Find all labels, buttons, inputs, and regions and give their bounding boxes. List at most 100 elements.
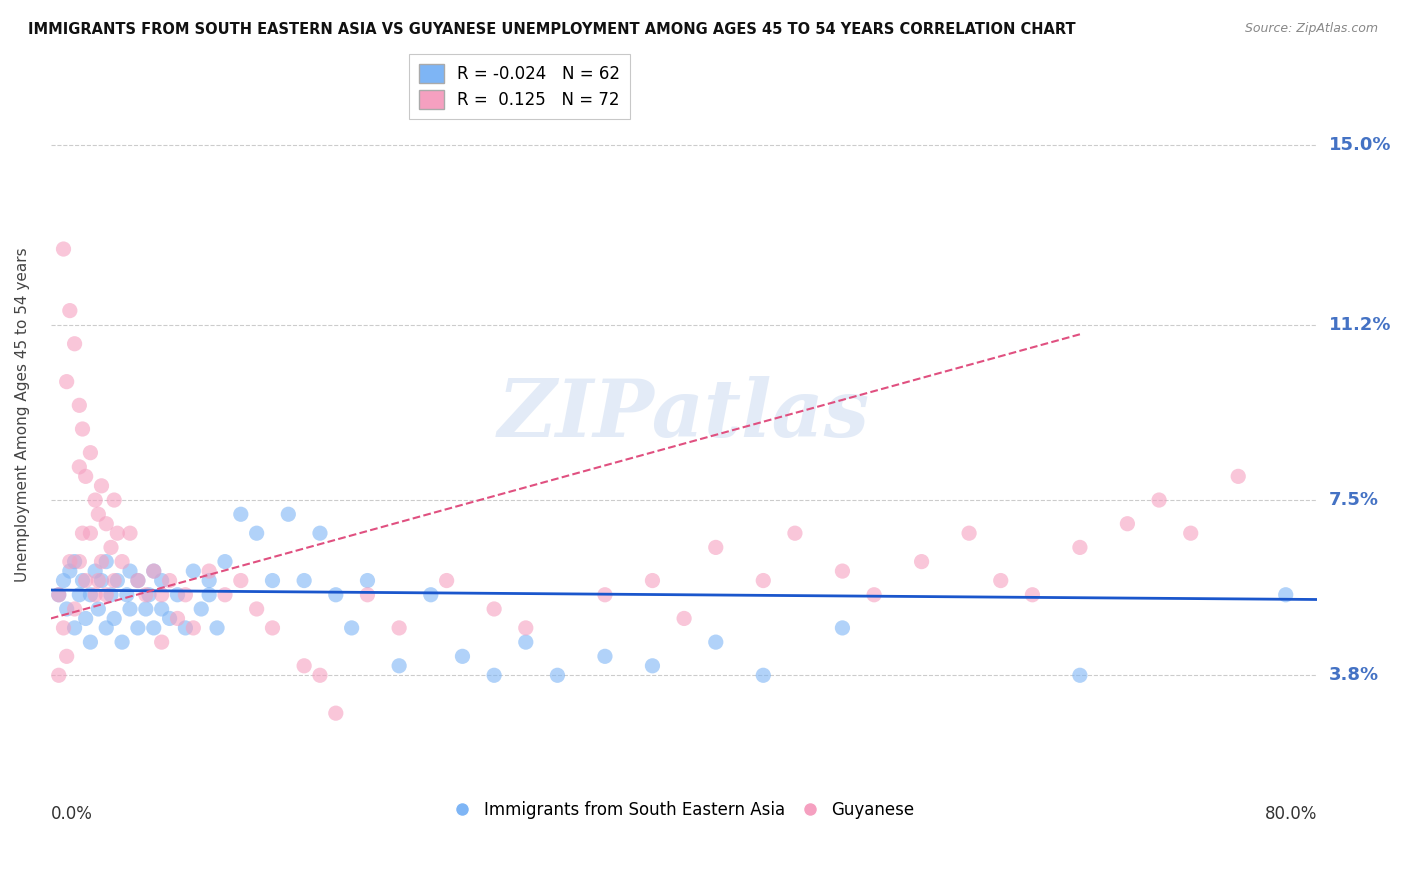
Point bbox=[127, 574, 149, 588]
Text: Source: ZipAtlas.com: Source: ZipAtlas.com bbox=[1244, 22, 1378, 36]
Point bbox=[277, 508, 299, 522]
Point bbox=[214, 588, 236, 602]
Point bbox=[115, 588, 138, 602]
Text: 0.0%: 0.0% bbox=[51, 805, 93, 822]
Point bbox=[546, 668, 568, 682]
Point bbox=[75, 611, 97, 625]
Text: 80.0%: 80.0% bbox=[1265, 805, 1317, 822]
Point bbox=[48, 668, 70, 682]
Point bbox=[198, 588, 221, 602]
Point bbox=[957, 526, 980, 541]
Point bbox=[150, 574, 173, 588]
Point bbox=[135, 602, 157, 616]
Text: 15.0%: 15.0% bbox=[1329, 136, 1391, 153]
Point bbox=[1069, 541, 1091, 555]
Point bbox=[96, 621, 118, 635]
Point bbox=[229, 574, 252, 588]
Point bbox=[863, 588, 886, 602]
Point bbox=[90, 479, 112, 493]
Point bbox=[436, 574, 458, 588]
Point bbox=[79, 445, 101, 459]
Point bbox=[673, 611, 696, 625]
Point bbox=[356, 588, 378, 602]
Point bbox=[96, 588, 118, 602]
Point bbox=[79, 526, 101, 541]
Point bbox=[1227, 469, 1250, 483]
Point bbox=[67, 398, 90, 412]
Point bbox=[72, 526, 94, 541]
Point bbox=[75, 574, 97, 588]
Point bbox=[910, 555, 932, 569]
Point bbox=[87, 574, 110, 588]
Point bbox=[118, 602, 141, 616]
Point bbox=[325, 706, 347, 721]
Point bbox=[1021, 588, 1043, 602]
Point bbox=[356, 574, 378, 588]
Point bbox=[752, 668, 775, 682]
Point bbox=[166, 611, 188, 625]
Point bbox=[214, 555, 236, 569]
Point bbox=[309, 526, 332, 541]
Point bbox=[111, 635, 134, 649]
Point bbox=[181, 621, 204, 635]
Point bbox=[752, 574, 775, 588]
Point bbox=[150, 588, 173, 602]
Point bbox=[831, 564, 853, 578]
Text: IMMIGRANTS FROM SOUTH EASTERN ASIA VS GUYANESE UNEMPLOYMENT AMONG AGES 45 TO 54 : IMMIGRANTS FROM SOUTH EASTERN ASIA VS GU… bbox=[28, 22, 1076, 37]
Point bbox=[84, 493, 107, 508]
Point bbox=[105, 526, 128, 541]
Text: ZIPatlas: ZIPatlas bbox=[498, 376, 870, 453]
Point bbox=[246, 526, 269, 541]
Point bbox=[174, 621, 197, 635]
Point bbox=[96, 516, 118, 531]
Point bbox=[72, 422, 94, 436]
Point bbox=[67, 459, 90, 474]
Point bbox=[48, 588, 70, 602]
Point bbox=[388, 658, 411, 673]
Point bbox=[159, 574, 181, 588]
Point bbox=[181, 564, 204, 578]
Text: 11.2%: 11.2% bbox=[1329, 316, 1391, 334]
Point bbox=[292, 574, 315, 588]
Point bbox=[150, 602, 173, 616]
Point bbox=[118, 526, 141, 541]
Point bbox=[75, 469, 97, 483]
Point bbox=[55, 602, 77, 616]
Point bbox=[174, 588, 197, 602]
Point bbox=[84, 588, 107, 602]
Point bbox=[482, 602, 505, 616]
Point bbox=[142, 621, 165, 635]
Point bbox=[593, 588, 616, 602]
Point bbox=[159, 611, 181, 625]
Point bbox=[79, 588, 101, 602]
Point bbox=[150, 635, 173, 649]
Point bbox=[325, 588, 347, 602]
Point bbox=[103, 611, 125, 625]
Point bbox=[100, 588, 122, 602]
Point bbox=[138, 588, 160, 602]
Point bbox=[641, 658, 664, 673]
Point bbox=[59, 564, 82, 578]
Point bbox=[87, 602, 110, 616]
Point bbox=[55, 375, 77, 389]
Point bbox=[90, 574, 112, 588]
Point bbox=[52, 242, 75, 256]
Point bbox=[1274, 588, 1296, 602]
Point bbox=[72, 574, 94, 588]
Point bbox=[1180, 526, 1202, 541]
Point bbox=[198, 574, 221, 588]
Point bbox=[388, 621, 411, 635]
Point bbox=[127, 621, 149, 635]
Point bbox=[451, 649, 474, 664]
Point bbox=[262, 574, 284, 588]
Point bbox=[135, 588, 157, 602]
Point bbox=[593, 649, 616, 664]
Point bbox=[198, 564, 221, 578]
Point bbox=[1147, 493, 1170, 508]
Point bbox=[118, 564, 141, 578]
Point bbox=[990, 574, 1012, 588]
Point bbox=[59, 555, 82, 569]
Point bbox=[515, 635, 537, 649]
Point bbox=[67, 555, 90, 569]
Point bbox=[1116, 516, 1139, 531]
